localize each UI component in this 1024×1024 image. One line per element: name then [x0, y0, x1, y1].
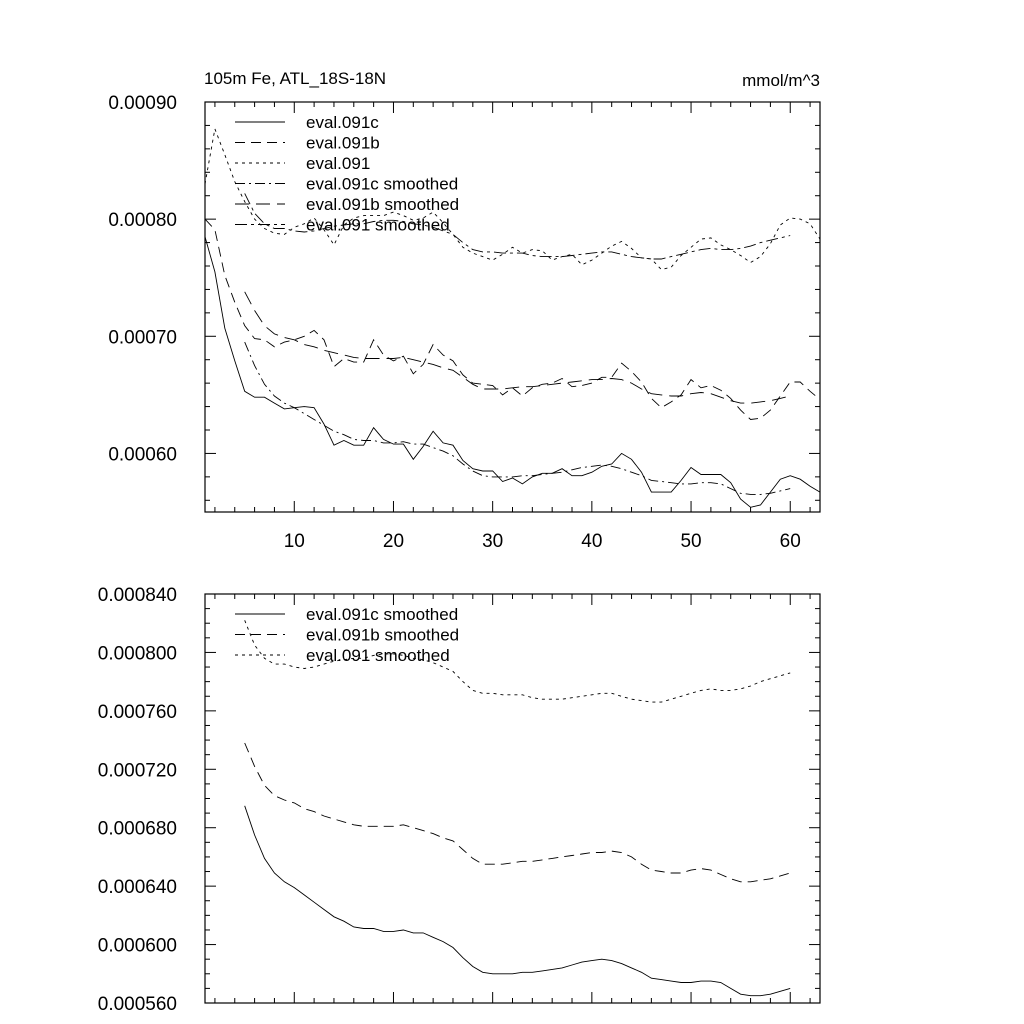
x-tick-label: 60 — [780, 531, 801, 552]
x-tick-label: 30 — [482, 531, 503, 552]
legend-label: eval.091c smoothed — [306, 605, 458, 624]
x-tick-label: 20 — [383, 531, 404, 552]
top-panel: 105m Fe, ATL_18S-18N mmol/m^3 10 20 30 40 50… — [108, 69, 821, 552]
legend-label: eval.091c smoothed — [306, 175, 458, 194]
y-tick-label: 0.000720 — [98, 760, 177, 781]
series-line-5 — [244, 291, 791, 404]
series-line-3 — [204, 127, 821, 270]
y-tick-label: 0.00090 — [108, 93, 177, 114]
units-label: mmol/m^3 — [742, 71, 820, 90]
y-tick-label: 0.000640 — [98, 877, 177, 898]
legend-label: eval.091 — [306, 154, 370, 173]
series-line-4 — [244, 341, 791, 495]
legend-label: eval.091b smoothed — [306, 195, 459, 214]
chart-title: 105m Fe, ATL_18S-18N — [204, 69, 386, 88]
series-line-6 — [244, 193, 791, 260]
y-tick-label: 0.00080 — [108, 210, 177, 231]
y-tick-label: 0.000560 — [98, 994, 177, 1015]
series-line-2 — [204, 218, 821, 420]
x-tick-label: 40 — [581, 531, 602, 552]
legend-label: eval.091b — [306, 134, 380, 153]
series-line-1 — [244, 805, 791, 997]
x-tick-label: 50 — [680, 531, 701, 552]
legend-label: eval.091c — [306, 113, 379, 132]
series-line-1 — [204, 236, 821, 508]
y-tick-label: 0.000680 — [98, 819, 177, 840]
y-tick-label: 0.000600 — [98, 936, 177, 957]
series-line-2 — [244, 742, 791, 883]
y-tick-label: 0.00060 — [108, 444, 177, 465]
bottom-panel: 0.000560 0.000600 0.000640 0.000680 0.000720… — [98, 585, 821, 1015]
y-tick-label: 0.000840 — [98, 585, 177, 606]
legend-label: eval.091 smoothed — [306, 646, 450, 665]
legend-label: eval.091 smoothed — [306, 216, 450, 235]
y-tick-label: 0.000760 — [98, 702, 177, 723]
y-tick-label: 0.000800 — [98, 643, 177, 664]
x-tick-label: 10 — [284, 531, 305, 552]
y-tick-label: 0.00070 — [108, 327, 177, 348]
legend-label: eval.091b smoothed — [306, 626, 459, 645]
